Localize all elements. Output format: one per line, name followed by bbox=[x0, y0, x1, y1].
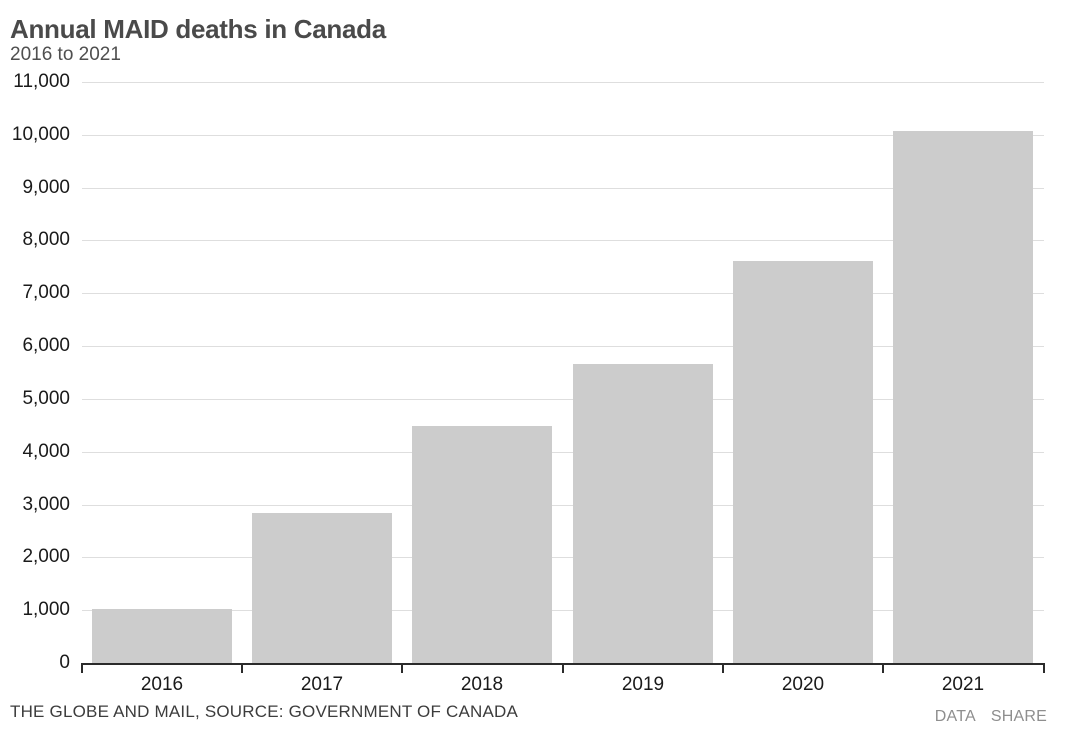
x-axis-label-2020: 2020 bbox=[781, 674, 825, 695]
chart-title: Annual MAID deaths in Canada bbox=[10, 14, 386, 44]
x-axis-tick bbox=[1043, 663, 1045, 673]
y-axis-tick-label: 11,000 bbox=[13, 71, 70, 92]
y-gridline bbox=[82, 557, 1044, 558]
chart-subtitle: 2016 to 2021 bbox=[10, 44, 121, 65]
y-axis-tick-label: 4,000 bbox=[22, 441, 70, 462]
x-axis-tick bbox=[882, 663, 884, 673]
y-gridline bbox=[82, 505, 1044, 506]
x-axis-tick bbox=[401, 663, 403, 673]
x-axis-tick bbox=[241, 663, 243, 673]
y-gridline bbox=[82, 346, 1044, 347]
data-button[interactable]: DATA bbox=[934, 708, 976, 725]
y-gridline bbox=[82, 399, 1044, 400]
y-gridline bbox=[82, 135, 1044, 136]
y-gridline bbox=[82, 82, 1044, 83]
x-axis-tick bbox=[562, 663, 564, 673]
y-axis-tick-label: 8,000 bbox=[22, 229, 70, 250]
y-axis-tick-label: 9,000 bbox=[22, 177, 70, 198]
footer-actions: DATA SHARE bbox=[935, 708, 1047, 726]
y-axis-tick-label: 5,000 bbox=[22, 388, 70, 409]
y-axis-tick-label: 7,000 bbox=[22, 282, 70, 303]
share-button[interactable]: SHARE bbox=[990, 708, 1047, 725]
y-axis-tick-label: 0 bbox=[59, 652, 70, 673]
x-axis-label-2018: 2018 bbox=[460, 674, 504, 695]
source-credit: THE GLOBE AND MAIL, SOURCE: GOVERNMENT O… bbox=[10, 702, 519, 721]
y-axis-tick-label: 2,000 bbox=[22, 546, 70, 567]
y-gridline bbox=[82, 188, 1044, 189]
bar-2018 bbox=[412, 426, 552, 663]
x-axis-tick bbox=[81, 663, 83, 673]
x-axis-label-2021: 2021 bbox=[941, 674, 985, 695]
y-gridline bbox=[82, 452, 1044, 453]
bar-2017 bbox=[252, 513, 392, 663]
y-axis-tick-label: 10,000 bbox=[11, 124, 70, 145]
x-axis-tick bbox=[722, 663, 724, 673]
y-gridline bbox=[82, 610, 1044, 611]
y-gridline bbox=[82, 240, 1044, 241]
bar-2016 bbox=[92, 609, 232, 663]
x-axis-label-2016: 2016 bbox=[140, 674, 184, 695]
x-axis-label-2017: 2017 bbox=[300, 674, 344, 695]
bar-2019 bbox=[573, 364, 713, 663]
y-axis-tick-label: 3,000 bbox=[22, 494, 70, 515]
x-axis-label-2019: 2019 bbox=[621, 674, 665, 695]
bar-2021 bbox=[893, 131, 1033, 663]
y-gridline bbox=[82, 293, 1044, 294]
y-axis-tick-label: 6,000 bbox=[22, 335, 70, 356]
bar-2020 bbox=[733, 261, 873, 663]
y-axis-tick-label: 1,000 bbox=[22, 599, 70, 620]
